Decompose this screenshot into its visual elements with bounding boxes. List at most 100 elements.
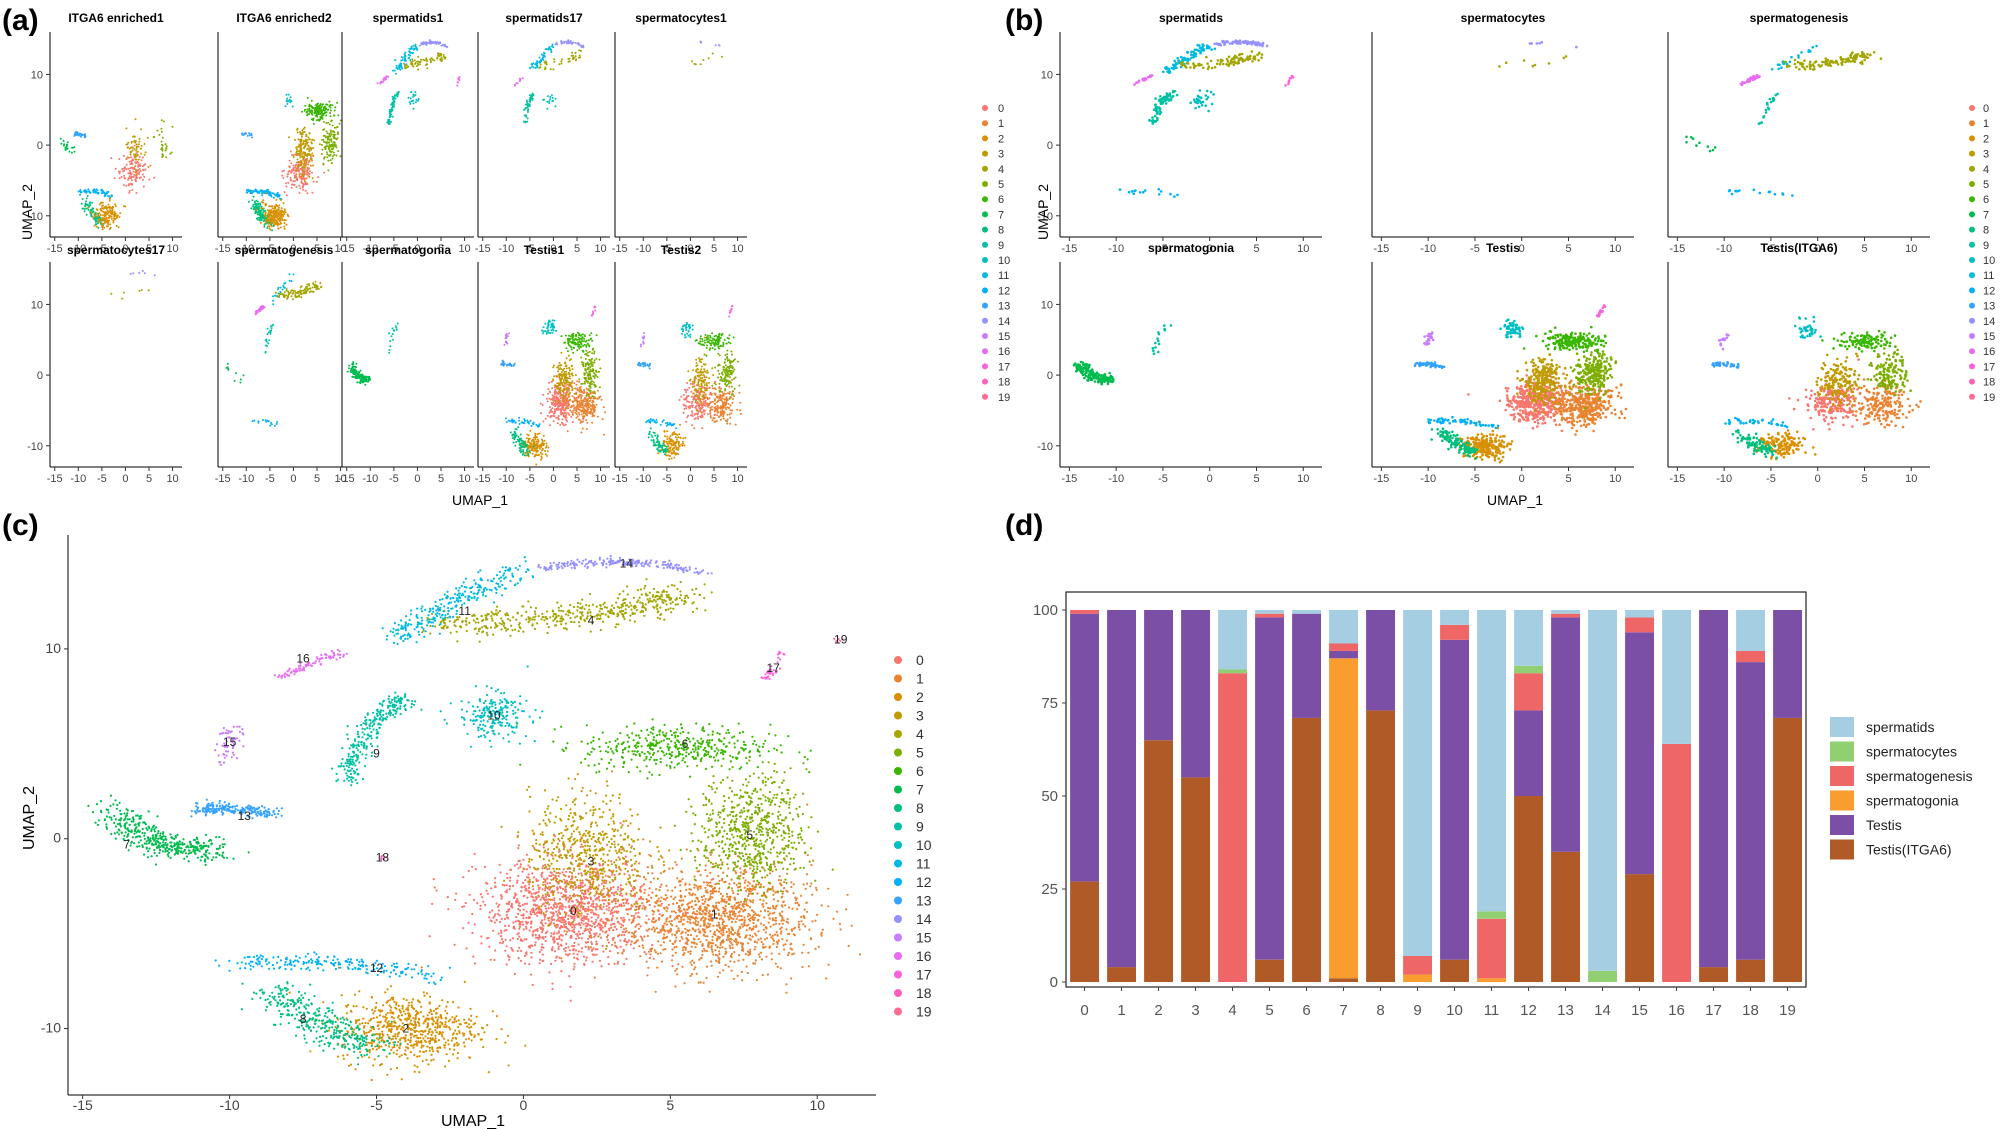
cell-point <box>107 220 110 222</box>
cell-point <box>295 177 298 180</box>
cell-point <box>558 374 561 377</box>
cell-point <box>352 362 355 365</box>
cell-point <box>252 195 255 198</box>
cell-point <box>578 413 581 416</box>
cell-point <box>653 420 656 423</box>
cell-point <box>395 64 398 67</box>
cell-point <box>330 120 333 123</box>
cell-point <box>654 434 657 437</box>
cell-point <box>546 95 549 98</box>
x-tick-label: -15 <box>47 243 63 255</box>
cell-point <box>92 210 95 213</box>
cell-point <box>513 362 516 365</box>
cell-point <box>564 396 567 399</box>
cell-point <box>656 440 659 443</box>
cell-point <box>639 345 642 348</box>
cell-point <box>395 72 397 75</box>
cell-point <box>312 122 315 125</box>
facet-title: spermatogenesis <box>235 243 334 257</box>
cell-point <box>699 337 702 340</box>
cell-point <box>299 132 302 135</box>
cell-point <box>525 437 528 440</box>
cell-point <box>519 433 522 436</box>
cell-point <box>544 48 547 51</box>
cell-point <box>263 190 266 192</box>
cell-point <box>683 334 686 336</box>
cell-point <box>274 291 277 294</box>
cell-point <box>327 159 330 162</box>
cell-point <box>70 151 73 154</box>
cell-point <box>643 332 645 334</box>
cell-point <box>396 95 399 98</box>
cell-point <box>574 387 577 390</box>
cell-point <box>512 364 515 367</box>
cell-point <box>317 111 320 114</box>
cell-point <box>290 295 293 298</box>
cell-point <box>266 345 269 347</box>
cell-point <box>588 334 591 337</box>
cell-point <box>593 350 596 353</box>
cell-point <box>717 407 719 410</box>
cell-point <box>125 168 128 171</box>
cell-point <box>318 106 321 109</box>
cell-point <box>139 163 141 166</box>
cell-point <box>135 192 138 194</box>
cell-point <box>271 229 274 232</box>
cell-point <box>440 56 443 59</box>
cell-point <box>566 338 569 341</box>
cell-point <box>704 404 707 407</box>
cell-point <box>93 190 96 193</box>
cell-point <box>114 167 117 170</box>
cell-point <box>514 444 517 447</box>
cell-point <box>691 60 693 63</box>
cell-point <box>733 368 736 371</box>
cell-point <box>698 385 701 388</box>
cell-point <box>559 379 562 382</box>
cell-point <box>722 366 725 369</box>
cell-point <box>502 361 504 364</box>
cell-point <box>546 400 549 403</box>
cell-point <box>365 378 368 381</box>
cell-point <box>351 375 354 378</box>
cell-point <box>734 358 736 361</box>
x-tick-label: 5 <box>574 473 580 485</box>
cell-point <box>108 206 111 208</box>
cell-point <box>409 97 412 100</box>
cell-point <box>393 101 396 104</box>
cell-point <box>331 130 334 133</box>
cell-point <box>681 332 684 335</box>
cell-point <box>144 151 147 154</box>
cell-point <box>538 432 541 435</box>
cell-point <box>580 396 583 399</box>
cell-point <box>354 370 357 373</box>
cell-point <box>562 413 565 415</box>
cell-point <box>396 322 399 325</box>
cell-point <box>696 390 699 393</box>
cell-point <box>306 96 309 99</box>
cell-point <box>314 280 317 283</box>
cell-point <box>582 362 585 364</box>
cell-point <box>591 339 594 342</box>
cell-point <box>564 385 567 388</box>
cell-point <box>412 95 415 98</box>
cell-point <box>275 423 278 425</box>
cell-point <box>83 134 86 137</box>
cell-point <box>703 386 706 389</box>
cell-point <box>580 394 583 397</box>
cell-point <box>137 169 140 171</box>
cell-point <box>283 291 286 294</box>
cell-point <box>127 184 130 187</box>
cell-point <box>575 408 578 411</box>
cell-point <box>716 340 719 343</box>
cell-point <box>328 100 331 103</box>
cell-point <box>707 404 710 407</box>
cell-point <box>602 406 605 409</box>
cell-point <box>546 326 549 329</box>
cell-point <box>79 133 82 136</box>
cell-point <box>295 291 298 294</box>
cell-point <box>527 108 530 111</box>
cell-point <box>532 439 535 442</box>
cell-point <box>304 189 307 192</box>
cell-point <box>656 439 659 441</box>
cell-point <box>302 292 305 295</box>
